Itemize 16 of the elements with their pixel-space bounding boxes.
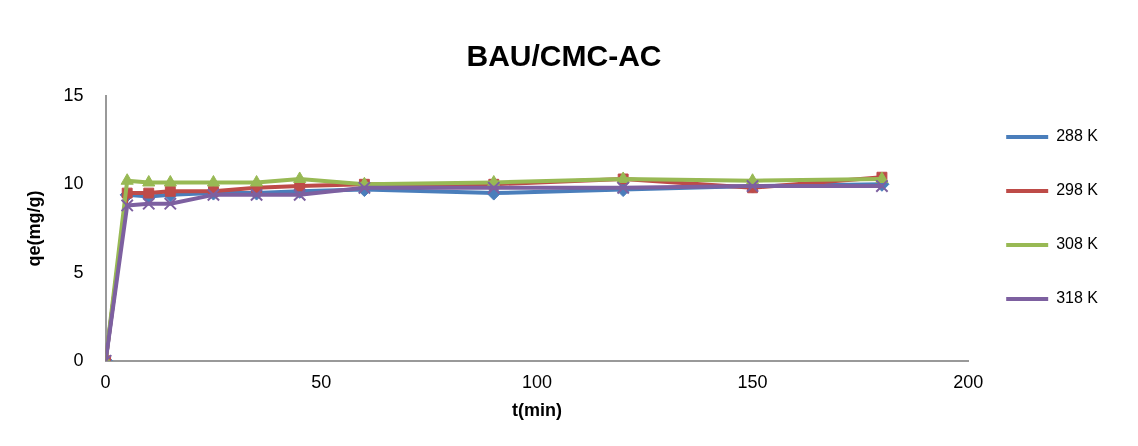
- x-tick-label: 150: [737, 371, 768, 392]
- x-tick-label: 0: [100, 371, 111, 392]
- legend-label: 288 K: [1056, 127, 1099, 145]
- legend-label: 318 K: [1056, 289, 1099, 307]
- chart-title: BAU/CMC-AC: [466, 39, 662, 73]
- x-axis-title: t(min): [511, 400, 562, 421]
- legend-label: 308 K: [1056, 235, 1099, 253]
- y-tick-label: 10: [63, 173, 84, 194]
- y-tick-label: 15: [63, 84, 84, 105]
- y-axis-title: qe(mg/g): [23, 190, 44, 267]
- legend-label: 298 K: [1056, 181, 1099, 199]
- x-tick-label: 50: [311, 371, 332, 392]
- y-tick-label: 5: [73, 261, 84, 282]
- x-tick-label: 100: [521, 371, 552, 392]
- y-tick-label: 0: [73, 349, 84, 370]
- x-tick-label: 200: [953, 371, 984, 392]
